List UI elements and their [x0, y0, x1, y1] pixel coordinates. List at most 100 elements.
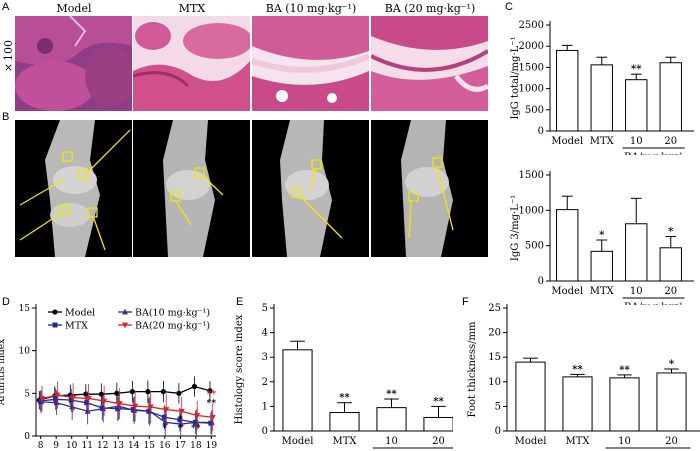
point: [209, 414, 216, 421]
y-tick-label: 20: [488, 328, 501, 339]
bar-10: [625, 223, 648, 282]
x-tick-label: 10: [385, 436, 398, 447]
significance-mark: *: [178, 424, 183, 434]
series-line-1: [40, 398, 211, 424]
point: [85, 396, 92, 402]
point: [115, 402, 122, 409]
y-tick-label: 1000: [519, 84, 544, 95]
y-tick-label: 1: [262, 401, 268, 412]
point: [161, 414, 167, 420]
point: [147, 404, 154, 411]
point: [191, 383, 198, 390]
bar-20: [656, 372, 687, 432]
point: [68, 397, 74, 403]
xray-image-mtx: [133, 120, 250, 257]
point: [116, 401, 123, 407]
bar-mtx: [562, 376, 593, 432]
panel-c-letter: C: [505, 1, 513, 13]
point: [70, 395, 77, 401]
significance-mark: **: [572, 364, 583, 375]
point: [38, 398, 45, 405]
point: [176, 390, 182, 396]
y-tick-label: 1000: [519, 205, 544, 216]
point: [84, 400, 90, 406]
panel-a-letter: A: [2, 1, 10, 13]
series-line-0: [39, 385, 211, 401]
x-tick-label: MTX: [565, 436, 590, 447]
y-tick-label: 10: [19, 347, 31, 357]
bar-model: [282, 349, 313, 432]
legend-marker: [122, 308, 128, 315]
legend-label: MTX: [65, 321, 88, 332]
x-tick-label: 20: [664, 136, 677, 147]
significance-mark: *: [178, 415, 183, 425]
y-axis-label: IgG total/mg·L⁻¹: [510, 36, 521, 119]
significance-mark: **: [386, 389, 397, 400]
significance-mark: **: [619, 365, 630, 376]
significance-mark: *: [599, 230, 605, 241]
he-image-model: [15, 16, 132, 111]
x-tick-label: 17: [175, 441, 187, 451]
significance-mark: **: [207, 390, 217, 400]
x-tick-label: 20: [432, 436, 445, 447]
point: [39, 396, 46, 402]
point: [114, 390, 120, 396]
xray-image-model: [15, 120, 132, 257]
x-tick-label: 13: [113, 441, 125, 451]
column-label-mtx: MTX: [178, 2, 206, 15]
x-tick-label: 8: [38, 441, 44, 451]
point: [132, 403, 139, 410]
x-tick-label: 10: [630, 136, 643, 147]
bar-model: [556, 49, 579, 132]
panel-d-letter: D: [2, 296, 10, 308]
x-tick-label: 14: [128, 441, 140, 451]
y-tick-label: 1500: [519, 62, 544, 73]
bar-10: [625, 79, 648, 132]
y-axis-label: Arthritis index: [0, 339, 7, 406]
y-axis-label: Foot thickness/mm: [467, 321, 478, 417]
y-tick-label: 0: [262, 426, 268, 437]
significance-mark: *: [668, 226, 674, 237]
y-tick-label: 25: [488, 303, 501, 314]
he-image-ba20: [371, 16, 488, 111]
series-line-2: [41, 401, 212, 425]
significance-mark: **: [631, 64, 642, 75]
chart-c-top: 0 500 1000 1500 2000 2500 IgG total/mg·L⁻¹ Mode…: [510, 20, 694, 155]
bar-10: [609, 377, 640, 432]
point: [194, 413, 201, 419]
chart-e: 0 1 2 3 4 5 Histology score index Model ** MTX ** 1…: [234, 303, 453, 449]
group-label: BA/mg·kg⁻¹: [624, 302, 683, 305]
point: [83, 391, 89, 397]
x-tick-label: Model: [551, 286, 583, 297]
x-tick-label: 12: [97, 441, 108, 451]
point: [115, 406, 121, 412]
x-tick-label: 10: [66, 441, 78, 451]
point: [207, 388, 213, 394]
point: [53, 399, 60, 406]
significance-mark: **: [191, 424, 201, 434]
point: [84, 408, 91, 414]
x-tick-label: 19: [206, 441, 218, 451]
x-tick-label: 11: [81, 441, 92, 451]
point: [146, 408, 153, 414]
legend-marker: [52, 322, 58, 328]
x-tick-label: 20: [664, 286, 677, 297]
y-tick-label: 0: [538, 276, 544, 287]
x-tick-label: MTX: [590, 136, 615, 147]
xray-image-ba20: [371, 120, 488, 257]
y-tick-label: 2500: [519, 20, 544, 31]
point: [69, 403, 76, 410]
bar-10: [376, 407, 407, 432]
y-tick-label: 500: [525, 105, 544, 116]
bar-20: [659, 62, 682, 132]
y-tick-label: 0: [495, 426, 501, 437]
point: [177, 417, 183, 423]
magnification-label: ×100: [2, 40, 15, 74]
y-tick-label: 5: [262, 303, 268, 314]
y-tick-label: 10: [488, 377, 501, 388]
y-axis-label: IgG 3/mg·L⁻¹: [510, 195, 521, 261]
significance-mark: **: [339, 393, 350, 404]
xray-image-ba10: [252, 120, 369, 257]
x-tick-label: Model: [515, 436, 547, 447]
